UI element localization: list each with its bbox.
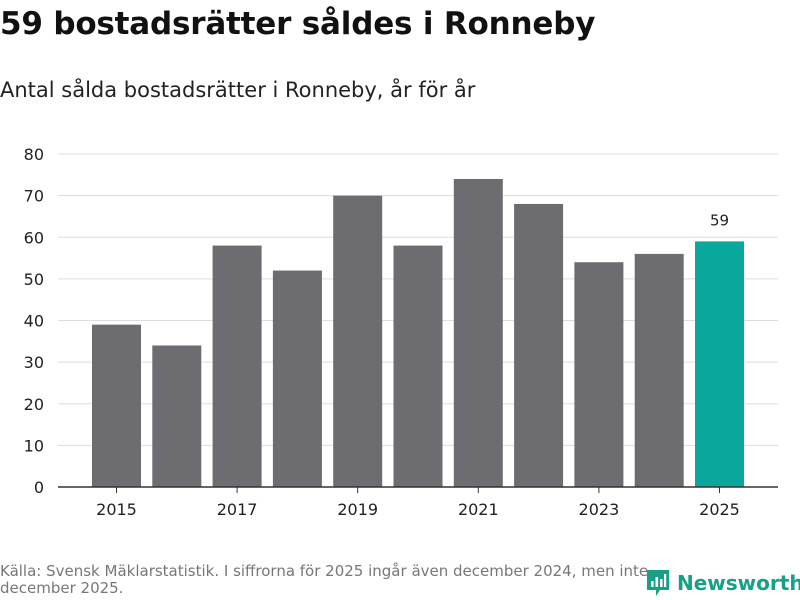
newsworthy-logo-icon bbox=[647, 570, 669, 596]
bar-2025 bbox=[695, 241, 744, 487]
data-label-2025: 59 bbox=[710, 211, 729, 229]
bar-2023 bbox=[574, 262, 624, 487]
bar-2024 bbox=[634, 253, 684, 487]
bar-2022 bbox=[514, 203, 564, 487]
y-tick-label: 40 bbox=[24, 312, 44, 331]
bar-chart: 0 10 20 30 40 50 60 70 80 59 2015 2017 2019 2021 2023 2… bbox=[24, 145, 778, 519]
bar-2019 bbox=[333, 195, 383, 487]
brand-name: Newsworthy bbox=[677, 571, 800, 595]
x-tick-label: 2021 bbox=[458, 500, 499, 519]
x-tick-label: 2025 bbox=[699, 500, 740, 519]
y-tick-label: 30 bbox=[24, 353, 44, 372]
bar-2016 bbox=[152, 345, 202, 487]
chart-title: 59 bostadsrätter såldes i Ronneby bbox=[0, 6, 596, 42]
bar-2020 bbox=[393, 245, 443, 487]
y-tick-label: 70 bbox=[24, 187, 44, 206]
x-tick-label: 2017 bbox=[217, 500, 258, 519]
y-tick-label: 10 bbox=[24, 436, 44, 455]
chart-subtitle: Antal sålda bostadsrätter i Ronneby, år … bbox=[0, 78, 476, 102]
bar-2017 bbox=[212, 245, 262, 487]
y-tick-label: 80 bbox=[24, 145, 44, 164]
bar-2018 bbox=[272, 270, 322, 487]
y-tick-label: 60 bbox=[24, 228, 44, 247]
y-tick-label: 50 bbox=[24, 270, 44, 289]
y-tick-label: 0 bbox=[34, 478, 44, 497]
brand-logo: Newsworthy bbox=[645, 568, 800, 598]
y-tick-label: 20 bbox=[24, 395, 44, 414]
source-note: Källa: Svensk Mäklarstatistik. I siffror… bbox=[0, 562, 649, 597]
bar-2015 bbox=[92, 324, 141, 487]
bar-2021 bbox=[453, 178, 503, 487]
x-tick-label: 2015 bbox=[96, 500, 137, 519]
x-tick-label: 2019 bbox=[337, 500, 378, 519]
x-tick-label: 2023 bbox=[579, 500, 620, 519]
